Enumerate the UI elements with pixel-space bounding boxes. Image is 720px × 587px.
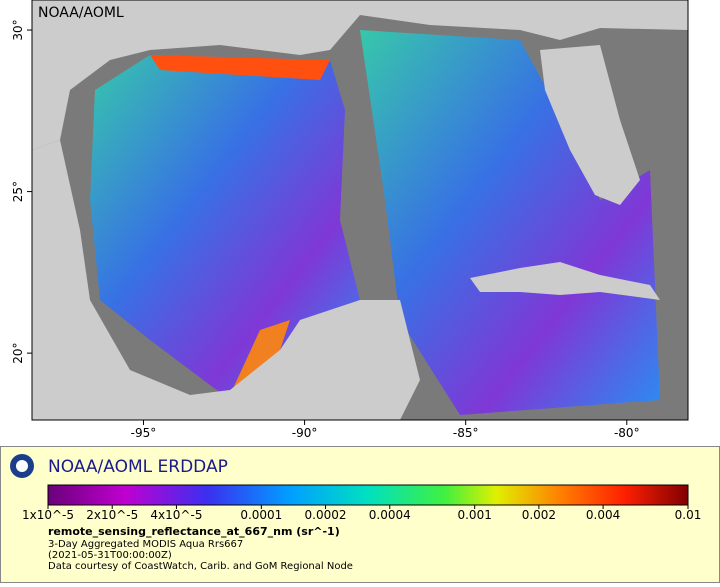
map: NOAA/AOML <box>31 0 689 421</box>
x-tick-label: -85° <box>453 426 479 440</box>
y-tick-label: 30° <box>11 19 25 40</box>
legend-line: (2021-05-31T00:00:00Z) <box>48 550 172 561</box>
colorbar-ticks: 1x10^-5 2x10^-5 4x10^-5 0.0001 0.0002 0.0004 0… <box>22 505 701 522</box>
colorbar <box>47 484 689 506</box>
colorbar-tick-label: 0.0001 <box>240 508 282 522</box>
x-tick-label: -90° <box>292 426 318 440</box>
colorbar-tick-label: 2x10^-5 <box>86 508 138 522</box>
land-us <box>32 0 688 150</box>
colorbar-tick-label: 0.01 <box>675 508 702 522</box>
legend-line: 3-Day Aggregated MODIS Aqua Rrs667 <box>48 539 243 550</box>
colorbar-tick-label: 4x10^-5 <box>150 508 202 522</box>
data-swath-east <box>360 30 660 415</box>
x-tick-label: -80° <box>614 426 640 440</box>
x-tick-label: -95° <box>131 426 157 440</box>
y-tick-label: 20° <box>11 342 25 363</box>
legend-box <box>0 446 720 583</box>
colorbar-tick-label: 0.0002 <box>305 508 347 522</box>
axes: -95° -90° -85° -80° 30° 25° 20° <box>11 19 640 440</box>
noaa-logo-inner <box>16 460 28 472</box>
legend-line: Data courtesy of CoastWatch, Carib. and … <box>48 561 353 572</box>
land-florida <box>540 45 640 205</box>
coastal-high <box>230 320 290 395</box>
data-swath-west <box>90 55 360 400</box>
colorbar-tick-label: 0.001 <box>457 508 491 522</box>
coastal-high <box>150 55 330 80</box>
label-bg <box>34 2 132 22</box>
colorbar-tick-label: 0.0004 <box>369 508 411 522</box>
legend-title: NOAA/AOML ERDDAP <box>48 457 228 477</box>
colorbar-tick-label: 0.004 <box>586 508 620 522</box>
colorbar-tick-label: 0.002 <box>522 508 556 522</box>
y-tick-label: 25° <box>11 181 25 202</box>
land-cuba <box>470 262 660 300</box>
colorbar-tick-label: 1x10^-5 <box>22 508 74 522</box>
map-label: NOAA/AOML <box>38 5 124 21</box>
variable-name: remote_sensing_reflectance_at_667_nm (sr… <box>48 525 340 538</box>
map-frame <box>31 0 689 421</box>
land-mexico <box>32 140 420 420</box>
